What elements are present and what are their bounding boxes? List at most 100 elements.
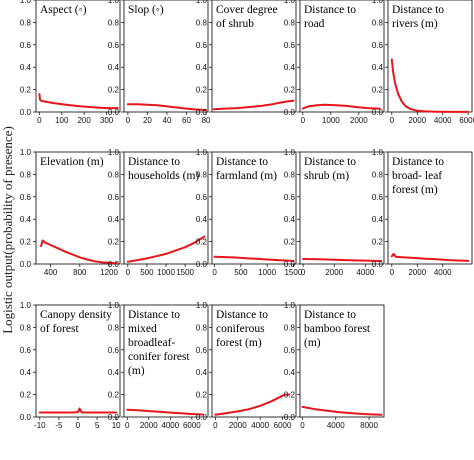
y-tick-label: 1.0 <box>196 301 208 310</box>
panel-title-line: Slop (◦) <box>128 4 164 16</box>
panel-title-line: Distance to <box>216 309 268 321</box>
y-tick-label: 0.0 <box>196 260 208 269</box>
y-tick-label: 0.0 <box>108 413 120 422</box>
y-tick-label: 0.2 <box>108 238 120 247</box>
x-tick-label: 0 <box>301 268 306 277</box>
panel-title-line: Cover degree <box>216 4 278 16</box>
y-tick-label: 0.2 <box>108 86 120 95</box>
y-tick-label: 0.2 <box>196 86 208 95</box>
x-tick-label: 1000 <box>258 268 276 277</box>
y-tick-label: 0.8 <box>20 323 32 332</box>
y-tick-label: 0.8 <box>284 323 296 332</box>
y-tick-label: 0.6 <box>372 41 384 50</box>
y-tick-label: 0.2 <box>372 86 384 95</box>
y-tick-label: 0.0 <box>20 260 32 269</box>
x-tick-label: 4000 <box>251 421 269 430</box>
y-tick-label: 0.8 <box>20 18 32 27</box>
panel-10: Distance to broad- leaf forest (m) 0.0 0.2 0.… <box>372 148 473 277</box>
y-tick-label: 0.0 <box>20 413 32 422</box>
panel-title-line: Canopy density <box>40 309 112 321</box>
panel-title-line: coniferous <box>216 323 265 335</box>
x-tick-label: 40 <box>163 116 172 125</box>
plot-frame <box>299 304 385 418</box>
panel-title-line: (m) <box>128 365 145 377</box>
x-tick-label: 1000 <box>322 116 340 125</box>
y-tick-label: 0.2 <box>196 391 208 400</box>
y-tick-label: 1.0 <box>108 301 120 310</box>
panel-5: Distance to rivers (m) 0.0 0.2 0.4 0.6 0.8 1.0 0… <box>372 0 474 125</box>
y-tick-label: 0.0 <box>196 413 208 422</box>
x-tick-label: 0 <box>301 116 306 125</box>
x-tick-label: 6000 <box>274 421 292 430</box>
x-tick-label: 1200 <box>100 268 118 277</box>
y-tick-label: 0.0 <box>284 260 296 269</box>
y-tick-label: 0.4 <box>196 368 208 377</box>
y-tick-label: 1.0 <box>108 0 120 5</box>
y-tick-label: 0.2 <box>284 238 296 247</box>
response-curve <box>214 393 291 416</box>
panel-9: Distance to shrub (m) 0.0 0.2 0.4 0.6 0.8 1.0 0 2… <box>284 148 385 277</box>
response-curve <box>40 239 118 265</box>
x-tick-label: 500 <box>140 268 154 277</box>
y-tick-label: 0.2 <box>20 391 32 400</box>
y-tick-label: 1.0 <box>372 148 384 157</box>
x-tick-label: 0 <box>76 421 81 430</box>
panel-2: Slop (◦) 0.0 0.2 0.4 0.6 0.8 1.0 0 20 40 60 80 <box>108 0 211 125</box>
panel-11: Canopy density of forest 0.0 0.2 0.4 0.6 0.8 1.… <box>20 301 121 430</box>
panel-title-line: road <box>304 18 325 30</box>
panel-title-line: Distance to <box>304 4 356 16</box>
y-tick-label: 0.2 <box>284 391 296 400</box>
x-tick-label: 1500 <box>284 268 302 277</box>
y-tick-label: 0.8 <box>196 18 208 27</box>
y-tick-label: 0.4 <box>108 215 120 224</box>
plot-frame <box>299 0 385 113</box>
y-tick-label: 0.0 <box>196 108 208 117</box>
response-curve <box>390 252 470 262</box>
response-curve <box>126 235 206 263</box>
y-tick-label: 0.0 <box>372 108 384 117</box>
panel-title-line: conifer forest <box>128 351 190 363</box>
plot-frame <box>35 0 121 113</box>
y-tick-label: 0.8 <box>372 18 384 27</box>
panel-title-line: Distance to <box>392 156 444 168</box>
x-tick-label: 0 <box>213 421 218 430</box>
response-curve <box>126 408 204 416</box>
x-tick-label: 1000 <box>157 268 175 277</box>
y-tick-label: 0.4 <box>108 63 120 72</box>
y-tick-label: 0.2 <box>20 238 32 247</box>
y-tick-label: 0.8 <box>372 170 384 179</box>
panel-title-line: forest (m) <box>216 337 262 349</box>
response-curve <box>302 258 382 262</box>
x-tick-label: 0 <box>126 116 131 125</box>
y-tick-label: 0.8 <box>196 170 208 179</box>
panel-title-line: (m) <box>304 337 321 349</box>
panel-title-line: rivers (m) <box>392 18 438 30</box>
panel-7: Distance to households (m) 0.0 0.2 0.4 0.6 0.8… <box>108 148 209 277</box>
x-tick-label: 80 <box>202 116 211 125</box>
x-tick-label: 2000 <box>140 421 158 430</box>
plot-frame <box>123 304 209 418</box>
y-tick-label: 0.4 <box>284 368 296 377</box>
x-tick-label: 200 <box>77 116 91 125</box>
panel-title-line: Aspect (◦) <box>40 4 87 16</box>
plot-frame <box>35 151 121 265</box>
panel-6: Elevation (m) 0.0 0.2 0.4 0.6 0.8 1.0 400 800 120… <box>20 148 121 277</box>
y-axis-label-text: Logistic output(probability of presence) <box>0 126 15 334</box>
panel-title-line: broad- leaf <box>392 170 442 182</box>
y-tick-label: 0.2 <box>196 238 208 247</box>
y-tick-label: 0.6 <box>196 193 208 202</box>
y-tick-label: 0.6 <box>108 346 120 355</box>
y-tick-label: 0.6 <box>284 346 296 355</box>
response-curve <box>38 407 118 414</box>
y-tick-label: 1.0 <box>20 301 32 310</box>
y-tick-label: 1.0 <box>108 148 120 157</box>
plot-frame <box>123 151 209 265</box>
x-tick-label: 2000 <box>408 116 426 125</box>
panel-title-line: Distance to <box>128 156 180 168</box>
x-tick-label: 4000 <box>161 421 179 430</box>
x-tick-label: 6000 <box>183 421 201 430</box>
panel-title-line: households (m) <box>128 170 199 182</box>
y-axis-label: Logistic output(probability of presence) <box>0 126 15 334</box>
x-tick-label: 4000 <box>434 268 452 277</box>
x-tick-label: 0 <box>390 116 395 125</box>
